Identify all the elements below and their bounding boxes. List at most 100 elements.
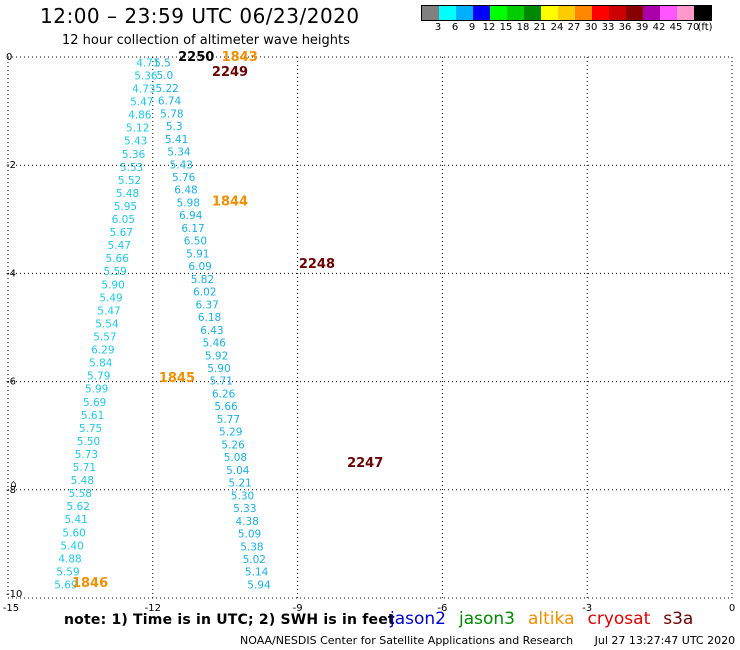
color-swatch [575, 6, 592, 20]
wave-height-label: 6.74 [158, 96, 182, 108]
wave-height-label: 5.91 [186, 248, 209, 260]
wave-height-label: 5.98 [177, 197, 200, 209]
satellite-name-cryosat: cryosat [587, 609, 651, 629]
legend-label: (ft) [697, 22, 713, 33]
wave-height-label: 4.88 [58, 553, 81, 565]
pass-time-label: 1843 [222, 50, 258, 65]
wave-height-label: 5.69 [54, 579, 77, 591]
timestamp-text: Jul 27 13:27:47 UTC 2020 [594, 634, 736, 647]
legend-label: 9 [468, 22, 476, 33]
wave-height-label: 6.50 [184, 236, 207, 248]
legend-label: 27 [567, 22, 581, 33]
wave-height-label: 5.59 [103, 266, 126, 278]
y-tick-label: 0 [6, 52, 12, 63]
x-tick-label: -9 [293, 603, 303, 614]
footnote: note: 1) Time is in UTC; 2) SWH is in fe… [64, 612, 395, 628]
legend-label: 3 [434, 22, 442, 33]
wave-height-label: 5.47 [97, 305, 120, 317]
wave-height-label: 5.57 [93, 331, 116, 343]
wave-height-label: 4.71 [136, 57, 159, 69]
pass-time-label: 1845 [159, 371, 195, 386]
wave-height-label: 5.78 [160, 108, 183, 120]
color-swatch [524, 6, 541, 20]
wave-height-label: 5.66 [106, 253, 130, 265]
y-tick-label: -6 [6, 377, 16, 388]
legend-label: 18 [516, 22, 530, 33]
x-tick-label: -15 [3, 603, 19, 614]
legend-label: 39 [635, 22, 649, 33]
color-swatch [626, 6, 643, 20]
wave-height-label: 6.48 [174, 185, 197, 197]
satellite-name-jason3: jason3 [459, 609, 515, 629]
wave-height-label: 5.09 [238, 529, 261, 541]
wave-height-label: 6.29 [91, 345, 114, 357]
wave-height-label: 6.09 [188, 261, 211, 273]
wave-height-label: 5.94 [247, 579, 271, 591]
wave-height-label: 5.75 [79, 423, 102, 435]
wave-height-label: 5.71 [210, 376, 233, 388]
wave-height-label: 4.38 [236, 516, 259, 528]
wave-height-label: 6.43 [200, 325, 223, 337]
color-swatch [422, 6, 439, 20]
wave-height-label: 5.33 [233, 503, 256, 515]
coast-mark: ⌂ [10, 479, 16, 490]
wave-height-label: 5.79 [87, 371, 110, 383]
wave-height-label: 5.61 [81, 410, 104, 422]
satellite-tracks: 4.715.364.735.474.865.125.435.365.535.52… [54, 57, 271, 591]
wave-height-label: 5.69 [83, 397, 106, 409]
color-swatch [541, 6, 558, 20]
y-tick-label: -2 [6, 160, 16, 171]
wave-height-label: 5.04 [226, 465, 250, 477]
legend-label: 24 [550, 22, 564, 33]
map-axes: -15 -12 -9 -6 -3 0 0 -2 -4 -6 -8 -10 ⌂ [3, 52, 735, 614]
wave-height-label: 5.90 [207, 363, 230, 375]
wave-height-label: 5.54 [95, 318, 119, 330]
wave-height-label: 5.48 [71, 475, 94, 487]
wave-height-label: 5.29 [219, 427, 242, 439]
pass-time-label: 2247 [347, 456, 383, 471]
legend-label: 12 [482, 22, 496, 33]
wave-height-label: 5.41 [165, 134, 188, 146]
legend-label: 6 [451, 22, 459, 33]
credit-text: NOAA/NESDIS Center for Satellite Applica… [240, 634, 574, 647]
color-scale-bar [421, 5, 712, 21]
legend-label: 36 [618, 22, 632, 33]
color-swatch [439, 6, 456, 20]
color-swatch [490, 6, 507, 20]
wave-height-label: 6.05 [112, 214, 135, 226]
satellite-name-jason2: jason2 [390, 609, 446, 629]
wave-height-label: 5.0 [156, 70, 173, 82]
wave-height-label: 5.38 [240, 541, 263, 553]
wave-height-label: 5.77 [217, 414, 240, 426]
wave-height-label: 5.84 [89, 358, 113, 370]
wave-height-label: 5.30 [231, 490, 254, 502]
legend-label: 30 [584, 22, 598, 33]
wave-height-label: 4.73 [132, 84, 155, 96]
color-swatch [609, 6, 626, 20]
x-tick-label: -3 [582, 603, 592, 614]
wave-height-label: 6.18 [198, 312, 221, 324]
wave-height-label: 5.41 [64, 514, 87, 526]
wave-height-label: 5.21 [228, 478, 251, 490]
wave-height-label: 5.02 [243, 554, 266, 566]
wave-height-label: 5.58 [69, 488, 92, 500]
x-tick-label: -6 [437, 603, 447, 614]
color-swatch [592, 6, 609, 20]
wave-height-label: 5.66 [214, 401, 238, 413]
y-tick-label: -4 [6, 268, 16, 279]
page-title: 12:00 – 23:59 UTC 06/23/2020 [40, 4, 360, 28]
wave-height-label: 5.71 [73, 462, 96, 474]
wave-height-label: 5.34 [167, 147, 191, 159]
color-swatch [456, 6, 473, 20]
wave-height-label: 6.02 [193, 287, 216, 299]
wave-height-label: 5.40 [60, 540, 83, 552]
wave-height-label: 5.3 [166, 121, 183, 133]
wave-height-label: 5.46 [203, 338, 227, 350]
color-swatch [660, 6, 677, 20]
page-subtitle: 12 hour collection of altimeter wave hei… [62, 33, 350, 48]
wave-height-label: 5.49 [99, 292, 122, 304]
wave-height-label: 6.17 [181, 223, 204, 235]
pass-time-label: 2250 [178, 50, 214, 65]
wave-height-label: 5.5 [154, 57, 171, 69]
